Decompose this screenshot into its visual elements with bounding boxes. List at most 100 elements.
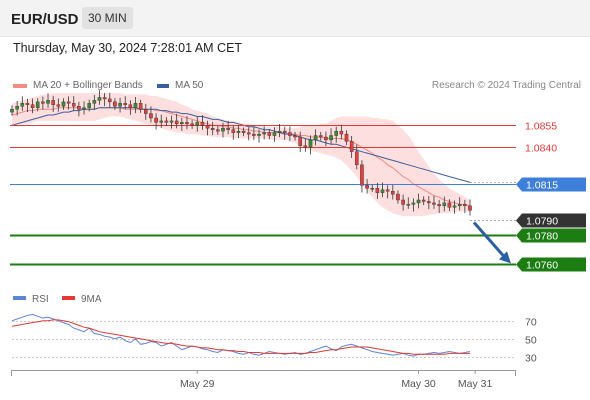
candle bbox=[277, 123, 282, 138]
candle bbox=[56, 98, 61, 112]
legend-ma50-label: MA 50 bbox=[175, 80, 204, 91]
candle bbox=[303, 138, 308, 152]
level-tag-1.0790: 1.0790 bbox=[516, 213, 586, 228]
candle bbox=[262, 126, 266, 140]
candle bbox=[401, 194, 405, 211]
legend-ma50: MA 50 bbox=[157, 80, 203, 91]
candle bbox=[282, 126, 287, 140]
legend-label: RSI bbox=[32, 294, 49, 305]
candle bbox=[92, 94, 97, 110]
level-tag-box bbox=[516, 228, 586, 243]
candle bbox=[241, 127, 246, 137]
candle bbox=[66, 96, 71, 110]
rsi-ma-line bbox=[11, 319, 470, 355]
candle bbox=[185, 116, 189, 130]
candle bbox=[180, 117, 184, 132]
level-tag-text: 1.0780 bbox=[526, 231, 558, 243]
candle bbox=[200, 115, 205, 130]
level-tag-box bbox=[516, 257, 586, 272]
level-tag-1.0815: 1.0815 bbox=[516, 177, 586, 192]
credit-text: Research © 2024 Trading Central bbox=[431, 80, 581, 91]
candle bbox=[51, 95, 55, 112]
candle bbox=[113, 98, 117, 110]
x-tick-label: May 31 bbox=[458, 378, 493, 390]
level-tag-box bbox=[516, 177, 586, 192]
candle bbox=[118, 97, 122, 113]
legend-ma20: MA 20 + Bollinger Bands bbox=[13, 80, 143, 91]
candle bbox=[195, 116, 200, 132]
candle bbox=[308, 135, 313, 155]
candle bbox=[20, 96, 25, 111]
candle bbox=[267, 128, 272, 140]
candle bbox=[349, 135, 354, 158]
candle bbox=[411, 198, 416, 212]
candle bbox=[35, 98, 40, 112]
level-tag-text: 1.0815 bbox=[526, 180, 558, 192]
symbol-title: EUR/USD bbox=[11, 11, 79, 28]
rsi-tick-50: 50 bbox=[525, 335, 537, 347]
bollinger-band-area bbox=[12, 93, 470, 217]
candle bbox=[133, 97, 138, 114]
candle bbox=[10, 105, 14, 116]
candle bbox=[406, 197, 411, 209]
x-tick-label: May 30 bbox=[401, 378, 436, 390]
level-tag-text: 1.0790 bbox=[526, 216, 558, 228]
candle bbox=[391, 184, 395, 200]
candle bbox=[107, 92, 112, 108]
candle bbox=[427, 196, 431, 210]
candle bbox=[169, 115, 174, 129]
candle bbox=[123, 96, 128, 110]
candle bbox=[61, 98, 66, 110]
candle bbox=[190, 120, 194, 129]
candle bbox=[442, 196, 447, 212]
chart-header: EUR/USD 30 MIN bbox=[0, 0, 590, 37]
candle bbox=[210, 121, 215, 136]
candle bbox=[138, 99, 143, 113]
candle bbox=[221, 122, 225, 138]
candle bbox=[159, 114, 164, 128]
legend-swatch-icon bbox=[13, 296, 26, 300]
ma50-swatch-icon bbox=[157, 83, 169, 88]
candle bbox=[447, 199, 452, 211]
candle bbox=[293, 131, 297, 141]
level-tag-1.0760: 1.0760 bbox=[516, 257, 586, 272]
candle bbox=[463, 199, 467, 214]
candle bbox=[102, 92, 107, 107]
timeframe-button[interactable]: 30 MIN bbox=[82, 7, 133, 29]
candle bbox=[468, 199, 472, 216]
legend-swatch-icon bbox=[62, 296, 75, 300]
candle bbox=[313, 129, 318, 146]
candle bbox=[365, 179, 369, 194]
candle bbox=[77, 101, 81, 117]
candle bbox=[375, 182, 380, 199]
candle bbox=[298, 131, 302, 153]
rsi-line bbox=[11, 313, 471, 357]
candle bbox=[421, 196, 426, 206]
level-label-1.0840: 1.0840 bbox=[525, 143, 557, 155]
legend-label: 9MA bbox=[81, 294, 102, 305]
candle bbox=[370, 184, 375, 192]
candle bbox=[143, 103, 148, 120]
candle bbox=[354, 144, 359, 170]
candle bbox=[324, 131, 328, 147]
candle bbox=[82, 101, 86, 115]
candle bbox=[329, 128, 333, 145]
candle bbox=[154, 113, 158, 130]
rsi-legend-9ma: 9MA bbox=[62, 294, 102, 305]
candle bbox=[457, 197, 462, 211]
candle bbox=[416, 193, 421, 209]
candle bbox=[226, 121, 230, 135]
candle bbox=[246, 127, 251, 141]
candle bbox=[71, 96, 76, 111]
candle bbox=[334, 126, 339, 143]
candle bbox=[385, 185, 390, 199]
ma50-line bbox=[11, 107, 471, 183]
level-tag-box bbox=[516, 213, 586, 228]
candle bbox=[272, 127, 277, 142]
candle bbox=[25, 98, 30, 112]
candle bbox=[257, 129, 261, 143]
candle bbox=[396, 190, 400, 204]
candle bbox=[344, 130, 349, 146]
candle bbox=[205, 120, 210, 136]
